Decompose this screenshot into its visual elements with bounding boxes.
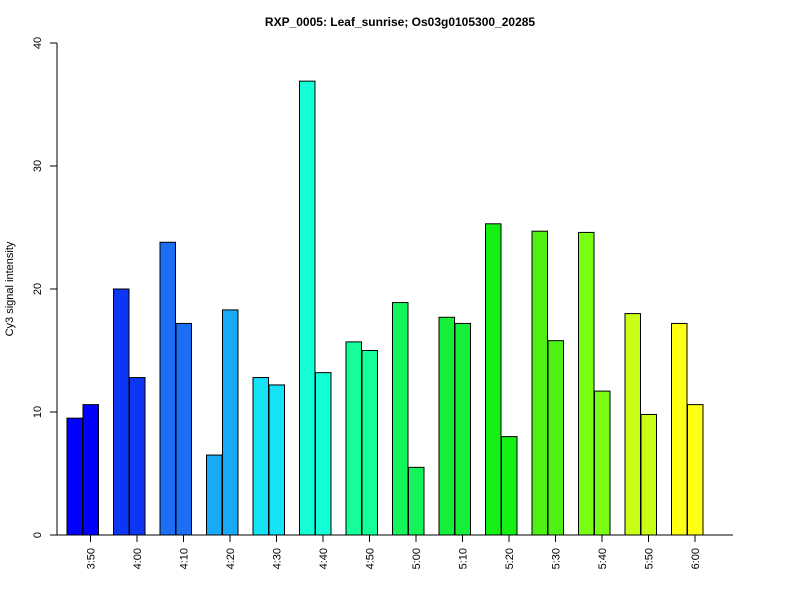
bar-430-2 bbox=[268, 384, 285, 536]
bar-420-1 bbox=[206, 454, 223, 536]
bar-510-2 bbox=[454, 322, 471, 536]
x-tick-label: 5:50 bbox=[644, 548, 656, 569]
x-tick-label: 4:50 bbox=[365, 548, 377, 569]
bar-410-2 bbox=[175, 322, 192, 536]
bar-440-1 bbox=[299, 80, 316, 536]
bar-520-1 bbox=[485, 223, 502, 536]
x-axis: 3:50 4:00 4:10 4:20 4:30 4:40 4:50 5:00 5:10 5:20… bbox=[86, 535, 702, 569]
x-tick-label: 6:00 bbox=[690, 548, 702, 569]
bar-400-1 bbox=[113, 288, 130, 536]
x-tick-label: 4:10 bbox=[179, 548, 191, 569]
x-tick-label: 5:00 bbox=[411, 548, 423, 569]
bar-420-2 bbox=[222, 309, 239, 536]
y-axis: 0 10 20 30 40 bbox=[32, 37, 57, 538]
bar-350-2 bbox=[82, 404, 99, 536]
bar-550-1 bbox=[624, 313, 641, 536]
bar-520-2 bbox=[501, 436, 518, 536]
y-tick-label: 0 bbox=[32, 532, 44, 538]
bar-600-1 bbox=[671, 322, 688, 536]
x-tick-label: 4:00 bbox=[132, 548, 144, 569]
bar-510-1 bbox=[438, 316, 455, 536]
x-tick-label: 5:20 bbox=[504, 548, 516, 569]
x-tick-label: 5:10 bbox=[458, 548, 470, 569]
y-tick-label: 10 bbox=[32, 406, 44, 418]
bar-450-2 bbox=[361, 350, 378, 536]
bar-600-2 bbox=[687, 404, 704, 536]
y-axis-label: Cy3 signal intensity bbox=[4, 241, 16, 336]
bar-350-1 bbox=[66, 417, 83, 536]
x-tick-label: 5:40 bbox=[597, 548, 609, 569]
x-tick-label: 5:30 bbox=[551, 548, 563, 569]
y-tick-label: 30 bbox=[32, 160, 44, 172]
y-tick-label: 40 bbox=[32, 37, 44, 49]
bars bbox=[66, 80, 704, 536]
bar-450-1 bbox=[345, 341, 362, 536]
x-tick-label: 4:40 bbox=[318, 548, 330, 569]
bar-500-1 bbox=[392, 302, 409, 536]
y-tick-label: 20 bbox=[32, 283, 44, 295]
bar-540-1 bbox=[578, 231, 595, 536]
bar-400-2 bbox=[129, 377, 146, 536]
bar-540-2 bbox=[594, 390, 611, 536]
x-tick-label: 4:20 bbox=[225, 548, 237, 569]
bar-410-1 bbox=[159, 241, 176, 536]
x-tick-label: 3:50 bbox=[86, 548, 98, 569]
bar-530-2 bbox=[547, 340, 564, 536]
x-tick-label: 4:30 bbox=[272, 548, 284, 569]
chart-title: RXP_0005: Leaf_sunrise; Os03g0105300_202… bbox=[265, 15, 536, 29]
bar-530-1 bbox=[531, 230, 548, 536]
bar-440-2 bbox=[315, 372, 332, 536]
bar-550-2 bbox=[640, 413, 657, 536]
bar-430-1 bbox=[252, 377, 269, 536]
bar-500-2 bbox=[408, 466, 425, 536]
